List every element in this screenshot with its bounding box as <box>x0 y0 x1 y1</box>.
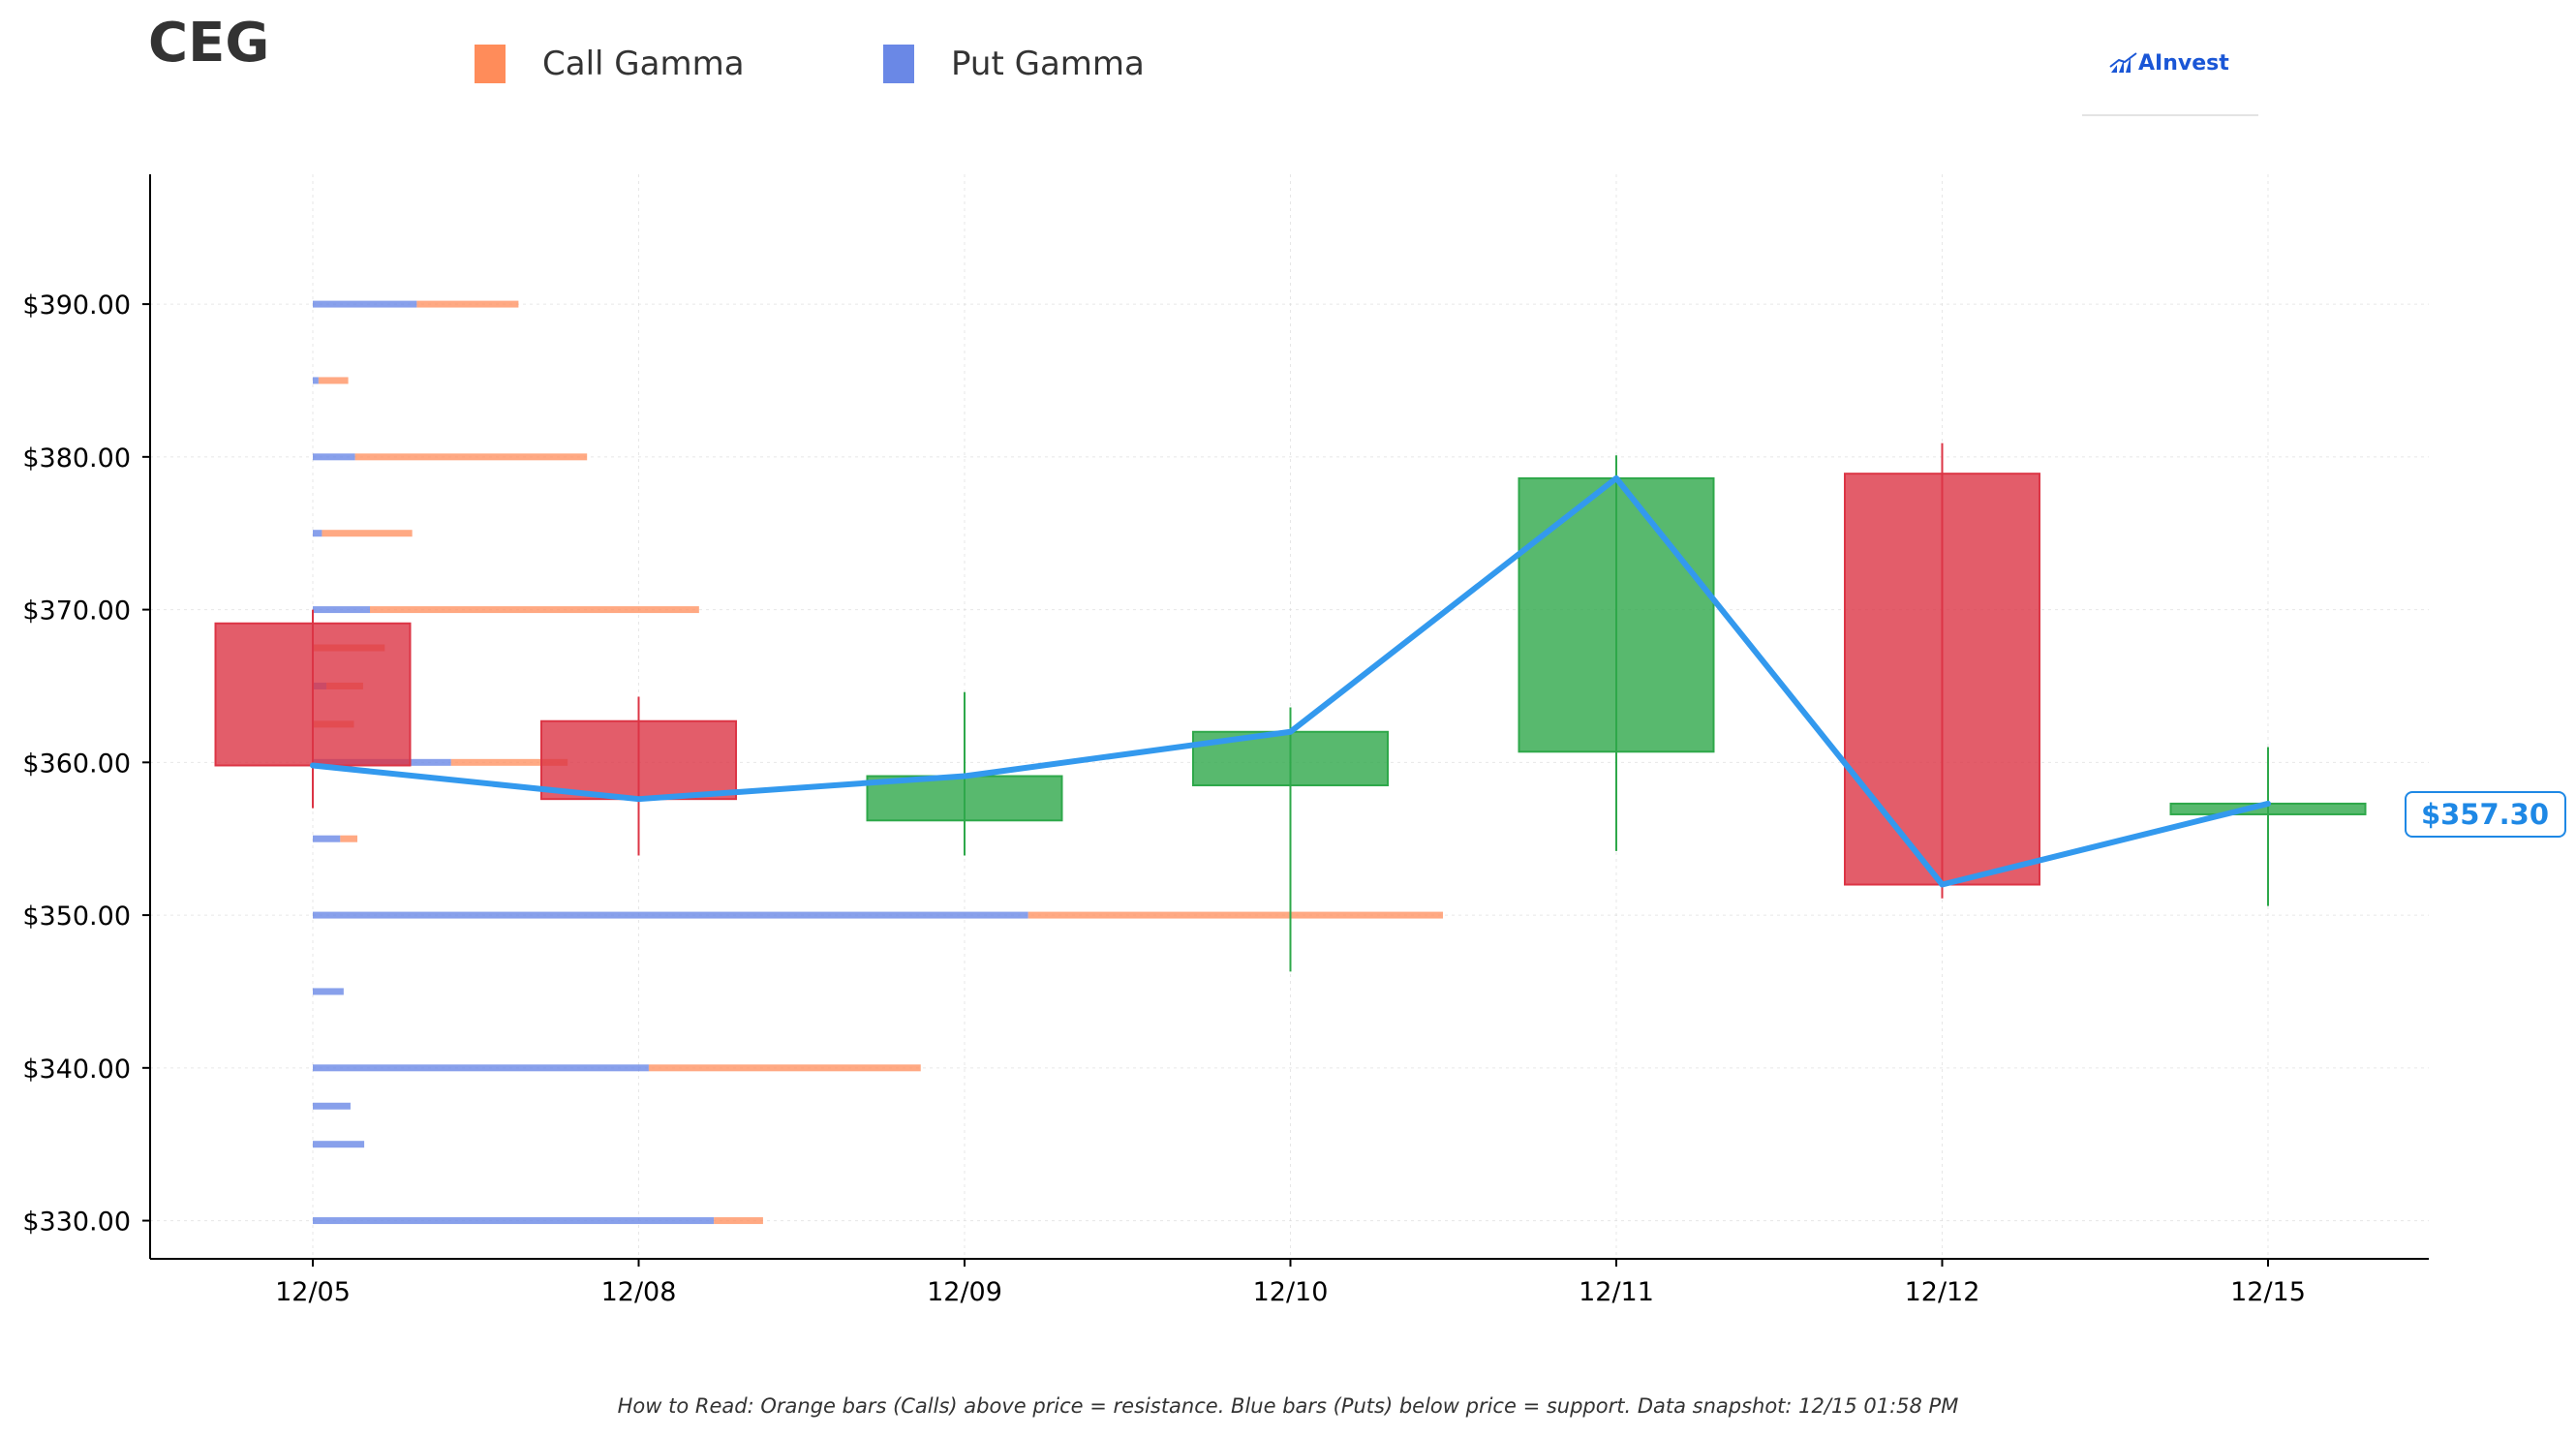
candle-body <box>214 622 412 767</box>
x-tick-label: 12/08 <box>601 1277 677 1307</box>
call-gamma-bar <box>648 1064 921 1072</box>
put-gamma-bar <box>313 988 344 995</box>
last-price-label: $357.30 <box>2405 791 2566 838</box>
y-tick-label: $330.00 <box>22 1208 131 1238</box>
last-price-text: $357.30 <box>2421 798 2549 831</box>
put-gamma-bar <box>313 1064 649 1072</box>
put-gamma-bar <box>313 835 341 842</box>
call-gamma-label: Call Gamma <box>542 45 745 83</box>
x-tick-label: 12/10 <box>1253 1277 1329 1307</box>
close-line <box>310 474 2271 888</box>
footnote: How to Read: Orange bars (Calls) above p… <box>617 1394 1959 1418</box>
legend-call-gamma: Call Gamma <box>475 35 745 93</box>
close-price-line <box>310 474 2271 888</box>
brand-logo: AInvest <box>2082 39 2258 116</box>
y-tick-label: $360.00 <box>22 749 131 779</box>
candle-body <box>866 775 1063 822</box>
candle-body <box>540 719 737 801</box>
candlestick-chart: $330.00 $340.00 $350.00 $360.00 $370.00 $380.… <box>22 174 2566 1307</box>
last-price-box <box>2405 791 2566 838</box>
put-gamma-bar <box>313 606 370 614</box>
put-gamma-bar <box>313 530 322 537</box>
y-tick-label: $370.00 <box>22 596 131 627</box>
y-tick-label: $390.00 <box>22 290 131 321</box>
call-gamma-bar <box>1027 911 1444 919</box>
brand-name: AInvest <box>2138 51 2229 76</box>
candle-body <box>1844 473 2040 886</box>
put-gamma-bar <box>313 377 319 384</box>
ticker-title: CEG <box>148 12 270 75</box>
x-tick-label: 12/15 <box>2230 1277 2306 1307</box>
put-gamma-bar <box>313 1217 715 1225</box>
y-axis-ticks: $330.00 $340.00 $350.00 $360.00 $370.00 $380.… <box>22 290 150 1238</box>
put-gamma-bar <box>313 1141 365 1148</box>
candle-body <box>1518 476 1715 753</box>
put-gamma-bar <box>313 453 355 461</box>
brand-chart-icon <box>2109 52 2137 73</box>
put-gamma-bar <box>313 911 1028 919</box>
legend-put-gamma: Put Gamma <box>883 35 1145 93</box>
call-gamma-bar <box>416 300 519 308</box>
call-gamma-swatch <box>475 45 506 83</box>
put-gamma-label: Put Gamma <box>951 45 1145 83</box>
put-gamma-swatch <box>883 45 914 83</box>
x-tick-label: 12/05 <box>275 1277 351 1307</box>
call-gamma-bar <box>714 1217 763 1225</box>
put-gamma-bar <box>313 300 417 308</box>
candles <box>214 443 2367 972</box>
call-gamma-bar <box>370 606 699 614</box>
call-gamma-bar <box>322 530 413 537</box>
y-tick-label: $340.00 <box>22 1055 131 1085</box>
call-gamma-bar <box>340 835 358 842</box>
x-axis-ticks: 12/05 12/08 12/09 12/10 12/11 12/12 12/15 <box>275 1259 2306 1307</box>
y-tick-label: $380.00 <box>22 443 131 474</box>
call-gamma-bar <box>450 758 568 766</box>
x-tick-label: 12/12 <box>1905 1277 1980 1307</box>
x-tick-label: 12/11 <box>1579 1277 1654 1307</box>
put-gamma-bar <box>313 1102 351 1110</box>
y-tick-label: $350.00 <box>22 902 131 932</box>
x-tick-label: 12/09 <box>927 1277 1002 1307</box>
call-gamma-bar <box>354 453 588 461</box>
call-gamma-bar <box>318 377 349 384</box>
